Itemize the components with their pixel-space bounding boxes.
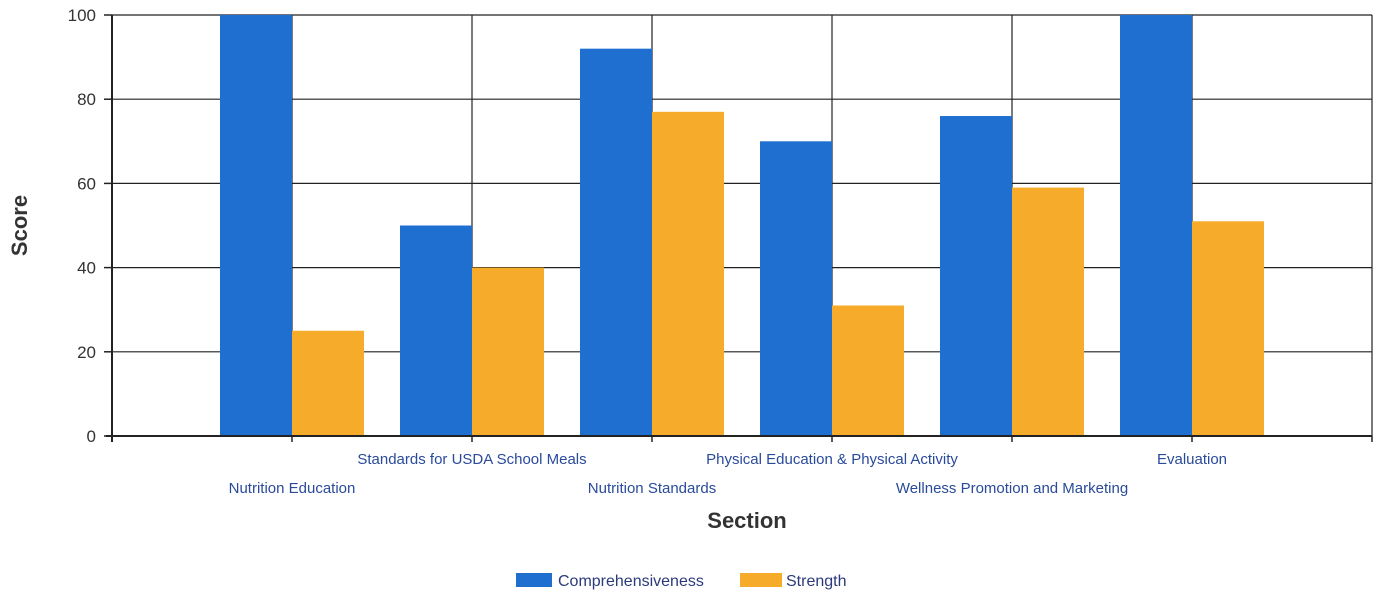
y-tick-label: 80	[77, 90, 96, 109]
x-tick-label: Wellness Promotion and Marketing	[896, 480, 1128, 497]
bar-strength-2	[472, 267, 544, 436]
bar-strength-3	[652, 111, 724, 436]
y-tick-label: 40	[77, 259, 96, 278]
x-tick-label: Nutrition Standards	[588, 480, 716, 497]
x-tick-label: Physical Education & Physical Activity	[706, 451, 958, 468]
bar-comprehensiveness-2	[400, 225, 472, 436]
bar-strength-1	[292, 330, 364, 436]
legend-swatch-strength	[740, 573, 782, 587]
bar-comprehensiveness-3	[580, 48, 652, 437]
bar-strength-6	[1192, 221, 1264, 436]
bar-comprehensiveness-1	[220, 15, 292, 436]
legend-label-strength: Strength	[786, 573, 846, 590]
x-tick-label: Standards for USDA School Meals	[357, 451, 586, 468]
bars	[220, 15, 1264, 437]
y-tick-label: 100	[68, 6, 96, 25]
y-tick-label: 60	[77, 174, 96, 193]
bar-comprehensiveness-5	[940, 116, 1012, 436]
bar-comprehensiveness-6	[1120, 15, 1192, 436]
y-tick-labels: 0 20 40 60 80 100	[68, 6, 96, 446]
x-axis-title: Section	[707, 508, 786, 533]
y-tick-label: 0	[87, 427, 96, 446]
axes	[104, 14, 1373, 442]
y-axis-title: Score	[7, 195, 32, 256]
bar-strength-4	[832, 305, 904, 436]
legend-label-comprehensiveness: Comprehensiveness	[558, 573, 704, 590]
legend: Comprehensiveness Strength	[516, 573, 846, 590]
bar-comprehensiveness-4	[760, 141, 832, 437]
x-tick-label: Evaluation	[1157, 451, 1227, 468]
legend-swatch-comprehensiveness	[516, 573, 552, 587]
bar-strength-5	[1012, 187, 1084, 436]
y-tick-label: 20	[77, 343, 96, 362]
x-tick-label: Nutrition Education	[229, 480, 356, 497]
